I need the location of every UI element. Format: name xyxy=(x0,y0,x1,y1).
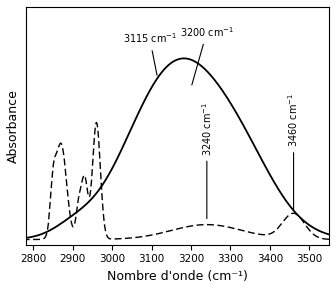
Text: 3115 cm$^{-1}$: 3115 cm$^{-1}$ xyxy=(123,31,177,75)
Y-axis label: Absorbance: Absorbance xyxy=(7,89,20,163)
X-axis label: Nombre d'onde (cm⁻¹): Nombre d'onde (cm⁻¹) xyxy=(107,270,248,283)
Text: 3240 cm$^{-1}$: 3240 cm$^{-1}$ xyxy=(200,102,214,219)
Text: 3200 cm$^{-1}$: 3200 cm$^{-1}$ xyxy=(180,25,234,85)
Text: 3460 cm$^{-1}$: 3460 cm$^{-1}$ xyxy=(287,93,300,210)
